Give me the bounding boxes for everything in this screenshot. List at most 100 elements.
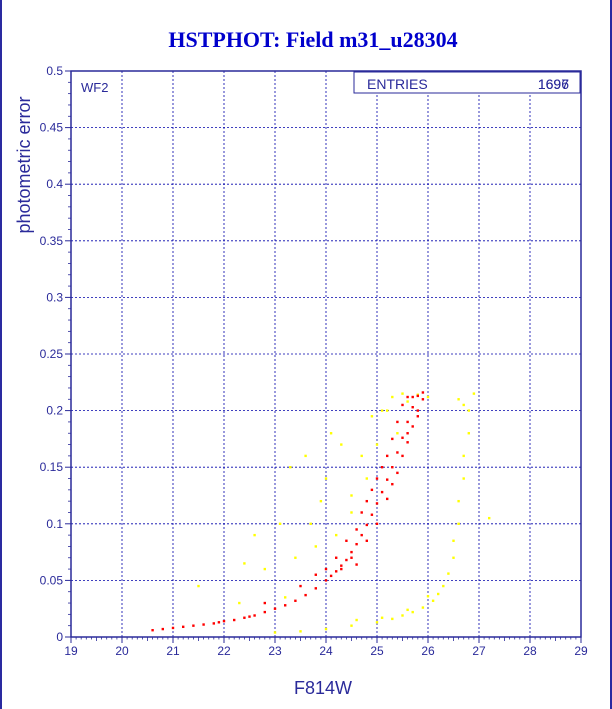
data-point — [192, 624, 195, 627]
data-point — [324, 567, 328, 571]
data-point — [365, 499, 368, 503]
data-point — [406, 395, 409, 399]
data-point — [284, 596, 287, 599]
data-point — [329, 432, 333, 435]
data-point — [370, 415, 374, 418]
data-point — [360, 511, 363, 514]
ticks-layer: 19 20 21 22 23 24 25 26 27 28 29 0 0.05 0.1 0.15 0.2 0.2… — [40, 64, 588, 658]
data-point — [355, 542, 358, 546]
data-point — [324, 627, 328, 631]
window-border-left — [0, 0, 2, 709]
y-tick-label: 0.05 — [40, 573, 64, 587]
data-point — [324, 477, 328, 480]
data-point — [411, 406, 414, 409]
data-point — [314, 573, 317, 576]
panel-label: WF2 — [81, 80, 108, 95]
y-tick-label: 0.3 — [46, 290, 63, 304]
data-point — [452, 539, 455, 542]
y-tick-label: 0.15 — [40, 460, 64, 474]
x-tick-label: 20 — [115, 644, 129, 658]
data-point — [289, 466, 292, 469]
data-point — [238, 601, 241, 605]
data-point — [304, 593, 307, 597]
y-axis-title: photometric error — [14, 96, 34, 233]
data-point — [273, 607, 277, 610]
data-point — [447, 572, 450, 575]
data-point — [391, 617, 394, 621]
data-point — [294, 556, 297, 559]
data-point — [350, 494, 353, 497]
data-point — [391, 482, 394, 486]
data-point — [375, 477, 379, 480]
data-point — [396, 432, 399, 435]
x-tick-label: 26 — [421, 644, 435, 658]
y-tick-label: 0.1 — [46, 517, 63, 531]
y-tick-label: 0.35 — [40, 234, 64, 248]
data-point — [340, 443, 343, 446]
data-point — [401, 436, 404, 439]
data-point — [386, 497, 389, 501]
stats-entries-overlay-value: 1696 — [538, 76, 569, 92]
data-point — [365, 539, 368, 542]
data-point — [488, 516, 491, 520]
data-point — [375, 522, 379, 525]
data-point — [391, 466, 394, 469]
data-point — [401, 403, 404, 407]
data-point — [442, 584, 445, 588]
window-border-right — [610, 0, 612, 709]
data-point — [329, 574, 333, 578]
x-tick-label: 24 — [319, 644, 333, 658]
data-point — [406, 441, 409, 444]
data-point — [360, 533, 363, 537]
data-point — [202, 623, 205, 626]
data-point — [299, 630, 302, 633]
data-point — [421, 391, 425, 394]
data-point — [426, 395, 430, 399]
data-point — [171, 626, 175, 630]
data-point — [243, 616, 246, 619]
stats-entries-label: ENTRIES — [367, 76, 428, 92]
chart-title: HSTPHOT: Field m31_u28304 — [168, 27, 457, 52]
data-point — [391, 437, 394, 441]
data-point — [375, 621, 379, 624]
data-point — [350, 511, 353, 514]
data-point — [437, 592, 440, 596]
data-point — [243, 562, 246, 565]
data-point — [253, 533, 256, 537]
data-point — [263, 601, 266, 605]
data-point — [380, 616, 384, 619]
data-point — [411, 425, 414, 428]
data-point — [335, 533, 338, 537]
data-point — [182, 625, 185, 629]
data-point — [335, 570, 338, 573]
data-point — [375, 502, 379, 505]
data-point — [324, 579, 328, 582]
data-point — [421, 606, 425, 609]
data-point — [248, 615, 251, 618]
x-tick-label: 22 — [217, 644, 231, 658]
y-tick-label: 0.5 — [46, 64, 63, 78]
x-tick-label: 19 — [64, 644, 78, 658]
stats-entries-value: 1697 — [538, 76, 569, 92]
data-point — [212, 622, 215, 625]
data-point — [386, 409, 389, 412]
data-point — [253, 614, 256, 617]
data-point — [309, 522, 312, 525]
x-tick-label: 21 — [166, 644, 180, 658]
data-point — [340, 564, 343, 567]
data-point — [431, 599, 435, 602]
x-tick-label: 29 — [574, 644, 588, 658]
data-point — [304, 454, 307, 458]
stats-box: ENTRIES 1696 1697 — [353, 71, 581, 94]
data-point — [370, 513, 374, 516]
y-tick-label: 0.4 — [46, 177, 63, 191]
data-point — [197, 584, 200, 588]
data-point — [406, 432, 409, 435]
data-point — [365, 523, 368, 527]
x-axis-title: F814W — [294, 678, 352, 698]
y-tick-label: 0.45 — [40, 121, 64, 135]
data-point — [472, 392, 476, 395]
data-point — [355, 618, 358, 622]
data-point — [222, 619, 226, 623]
